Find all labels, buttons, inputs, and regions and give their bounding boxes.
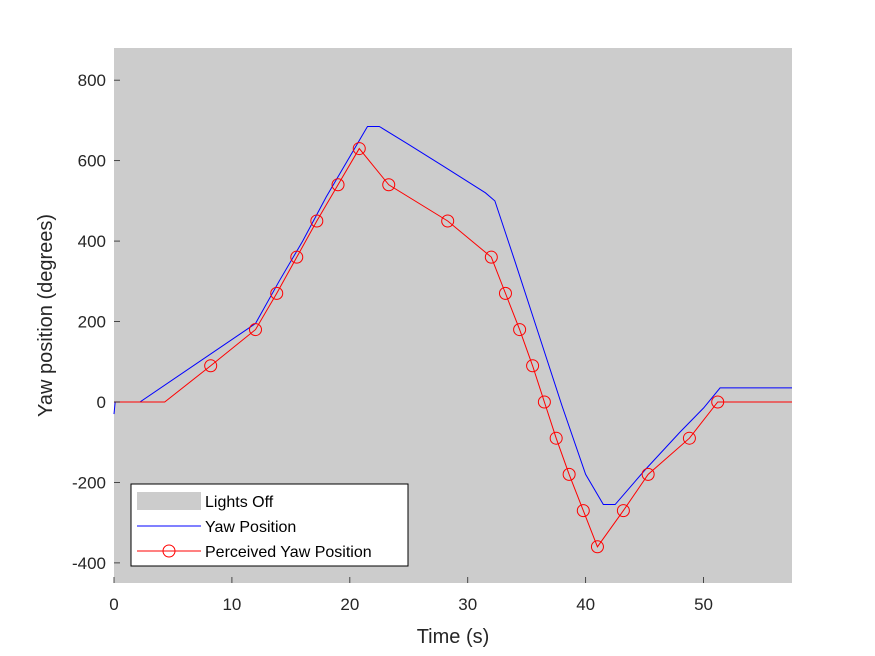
perceived-yaw-marker — [352, 142, 366, 156]
perceived-yaw-marker — [498, 286, 512, 300]
x-tick-label: 50 — [694, 595, 713, 614]
series-line-perceived-yaw-position — [114, 147, 792, 548]
perceived-yaw-marker — [310, 214, 324, 228]
perceived-yaw-marker — [513, 323, 527, 337]
x-tick-label: 40 — [576, 595, 595, 614]
perceived-yaw-marker — [576, 504, 590, 518]
x-tick-label: 30 — [458, 595, 477, 614]
perceived-yaw-marker — [270, 286, 284, 300]
y-tick-label: 600 — [78, 152, 106, 171]
x-axis-label: Time (s) — [417, 626, 490, 648]
perceived-yaw-marker — [682, 431, 696, 445]
legend-label-yaw-position: Yaw Position — [205, 519, 296, 536]
perceived-yaw-marker — [562, 467, 576, 481]
y-tick-label: -400 — [72, 554, 106, 573]
perceived-yaw-marker — [526, 359, 540, 373]
x-tick-label: 0 — [109, 595, 118, 614]
perceived-yaw-marker — [537, 395, 551, 409]
perceived-yaw-marker — [290, 250, 304, 264]
perceived-yaw-marker — [248, 323, 262, 337]
x-tick-label: 10 — [222, 595, 241, 614]
legend-marker-perceived-yaw-position — [162, 544, 176, 558]
legend-label-lights-off: Lights Off — [205, 494, 274, 511]
y-tick-label: 400 — [78, 232, 106, 251]
perceived-yaw-marker — [441, 214, 455, 228]
y-tick-label: -200 — [72, 473, 106, 492]
y-tick-label: 200 — [78, 313, 106, 332]
y-tick-label: 800 — [78, 71, 106, 90]
perceived-yaw-marker — [711, 395, 725, 409]
perceived-yaw-marker — [382, 178, 396, 192]
legend-swatch-lights-off — [137, 492, 201, 510]
perceived-yaw-marker — [204, 359, 218, 373]
legend: Lights Off Yaw Position Perceived Yaw Po… — [130, 483, 409, 567]
perceived-yaw-marker — [484, 250, 498, 264]
y-tick-label: 0 — [97, 393, 106, 412]
axes: 0 10 20 30 40 50 -400 -200 0 200 400 600 800 — [72, 71, 713, 614]
series-line-yaw-position — [113, 125, 792, 506]
x-tick-label: 20 — [340, 595, 359, 614]
series-layer — [113, 125, 792, 554]
perceived-yaw-marker — [331, 178, 345, 192]
perceived-yaw-marker — [616, 504, 630, 518]
perceived-yaw-marker — [549, 431, 563, 445]
perceived-yaw-marker — [641, 467, 655, 481]
perceived-yaw-marker — [590, 540, 604, 554]
y-axis-label: Yaw position (degrees) — [35, 214, 57, 417]
legend-label-perceived-yaw-position: Perceived Yaw Position — [205, 544, 372, 561]
